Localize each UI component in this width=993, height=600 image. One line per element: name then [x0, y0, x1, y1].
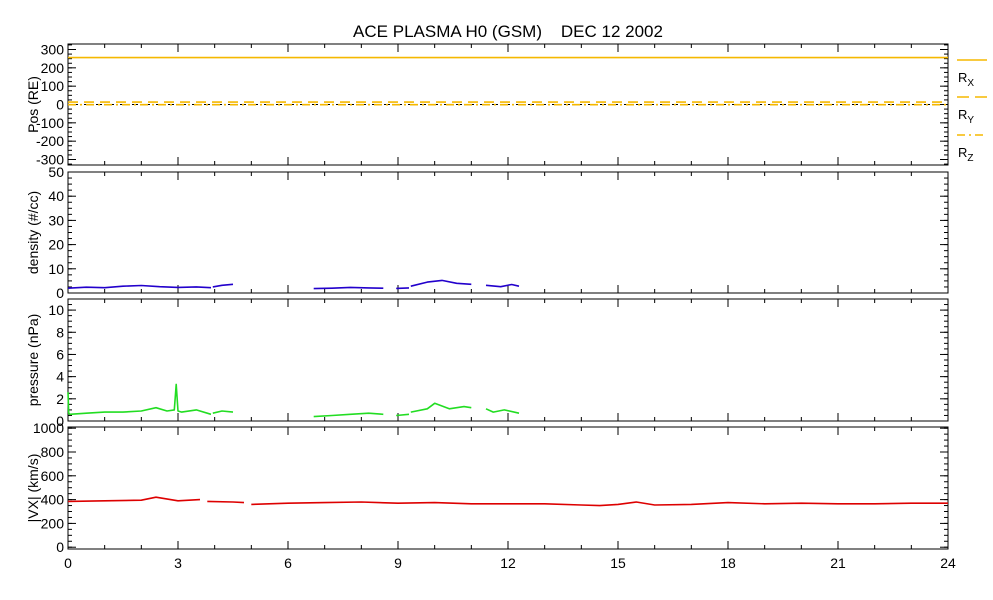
- y-tick-label: 4: [56, 369, 64, 385]
- series-line-vx: [207, 500, 245, 504]
- panel-frame: [67, 171, 949, 294]
- y-axis-label: density (#/cc): [25, 191, 41, 274]
- y-tick-label: -200: [36, 133, 64, 149]
- x-tick-label: 6: [284, 555, 292, 571]
- y-tick-label: 0: [56, 285, 64, 301]
- y-tick-label: 600: [41, 468, 65, 484]
- legend: RX RY RZ: [957, 59, 987, 164]
- y-tick-label: 100: [41, 78, 65, 94]
- series-line-pressure: [410, 402, 472, 413]
- series-line-density: [410, 279, 472, 287]
- panel-density: 50 40 30 20 10 0 density (#/cc): [25, 164, 949, 301]
- y-tick-label: 1000: [33, 420, 64, 436]
- series-line-pressure: [485, 408, 520, 414]
- x-tick-label: 3: [174, 555, 182, 571]
- legend-label: RY: [958, 107, 974, 126]
- y-tick-label: -100: [36, 115, 64, 131]
- chart-title: ACE PLASMA H0 (GSM) DEC 12 2002: [353, 22, 663, 41]
- x-axis: 0 3 6 9 12 15 18 21 24: [64, 555, 956, 571]
- y-axis-label: |VX| (km/s): [25, 454, 41, 523]
- x-tick-label: 18: [720, 555, 736, 571]
- y-tick-label: 8: [56, 324, 64, 340]
- y-axis-label: pressure (nPa): [25, 314, 41, 407]
- y-tick-label: 0: [56, 413, 64, 429]
- y-tick-label: 200: [41, 60, 65, 76]
- panel-vx: 1000 800 600 400 200 0 |VX| (km/s): [25, 420, 949, 555]
- legend-label: RX: [958, 70, 974, 89]
- panel-pressure: 10 8 6 4 2 0 pressure (nPa): [25, 298, 949, 429]
- y-tick-label: 400: [41, 492, 65, 508]
- y-tick-label: 20: [48, 237, 64, 253]
- series-line-pressure: [313, 412, 384, 418]
- series-line-density: [313, 286, 384, 290]
- x-tick-label: 12: [500, 555, 516, 571]
- series-line-density: [485, 283, 520, 288]
- legend-label-subscript: Z: [967, 153, 973, 164]
- y-tick-label: 300: [41, 42, 65, 58]
- panel-frame: [67, 426, 949, 550]
- y-tick-label: 0: [56, 97, 64, 113]
- y-tick-label: 10: [48, 302, 64, 318]
- y-tick-label: 6: [56, 346, 64, 362]
- series-line-pressure: [67, 383, 212, 416]
- legend-label: RZ: [958, 145, 974, 164]
- y-tick-label: 2: [56, 391, 64, 407]
- series-line-vx: [251, 501, 948, 507]
- y-tick-label: 200: [41, 515, 65, 531]
- panel-frame: [67, 298, 949, 422]
- x-tick-label: 9: [394, 555, 402, 571]
- series-line-pressure: [212, 410, 234, 414]
- y-axis-label: Pos (RE): [25, 76, 41, 133]
- y-tick-label: -300: [36, 152, 64, 168]
- y-tick-label: 40: [48, 188, 64, 204]
- legend-label-subscript: X: [967, 78, 974, 89]
- x-tick-label: 21: [830, 555, 846, 571]
- y-tick-label: 30: [48, 212, 64, 228]
- series-line-density: [67, 284, 212, 289]
- series-line-density: [212, 283, 234, 288]
- x-tick-label: 15: [610, 555, 626, 571]
- legend-label-subscript: Y: [967, 115, 974, 126]
- x-tick-label: 0: [64, 555, 72, 571]
- series-line-vx: [67, 496, 201, 503]
- y-tick-label: 50: [48, 164, 64, 180]
- x-tick-label: 24: [940, 555, 956, 571]
- series-line-density: [396, 287, 410, 290]
- y-tick-label: 10: [48, 261, 64, 277]
- y-tick-label: 800: [41, 444, 65, 460]
- y-tick-label: 0: [56, 539, 64, 555]
- series-line-pressure: [396, 413, 410, 417]
- panel-pos: 300 200 100 0 -100 -200 -300 Pos (RE): [25, 42, 949, 168]
